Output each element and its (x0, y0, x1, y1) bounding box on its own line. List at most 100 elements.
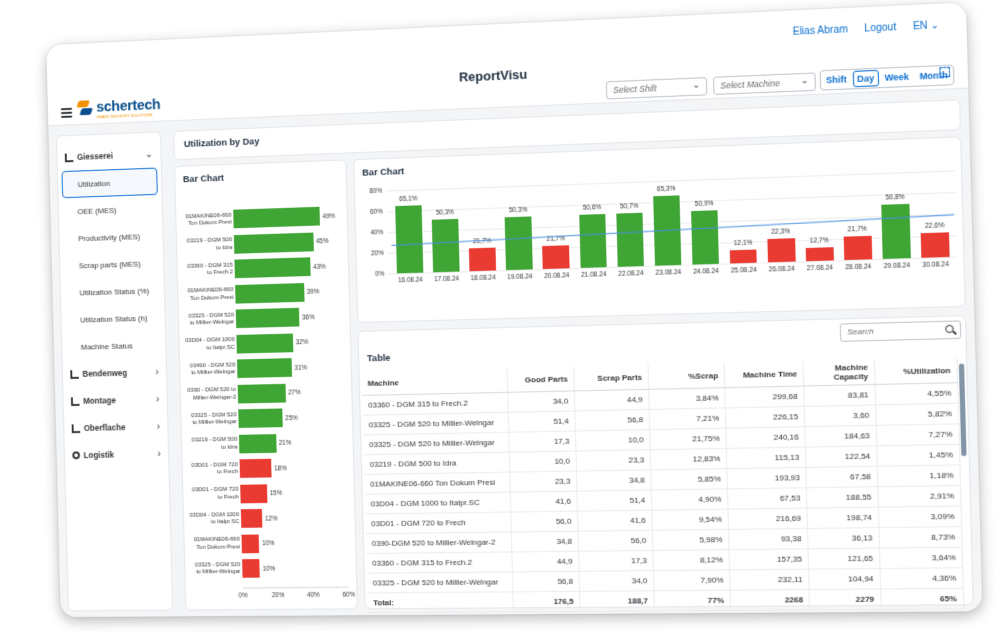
bar-row: 03D04 - DGM 1000 to Italpr.SC 32% (183, 330, 348, 357)
vertical-bar-chart: 0% 20% 40% 60% 80% 65,1% 16.08.24 50,3% 17.08.24… (359, 162, 963, 320)
table-cell: 121,65 (808, 548, 880, 569)
table-cell: 03325 - DGM 520 to Millier-Welngar (367, 572, 513, 593)
logo-subtext: SMART INDUSTRY SOLUTIONS (97, 112, 153, 119)
column-header[interactable]: %Scrap (648, 363, 725, 389)
sidebar-group-logistik[interactable]: Logistik › (65, 440, 169, 469)
table-cell: 51,4 (577, 490, 652, 511)
bar-value-label: 45% (316, 237, 329, 244)
column-header[interactable]: Machine Capacity (803, 359, 875, 386)
table-cell: 23,3 (576, 450, 651, 471)
sidebar-nav: Giesserei ⌄ Utilization OEE (MES) Productivi… (56, 131, 173, 611)
language-select[interactable]: EN ⌄ (913, 20, 940, 32)
table-cell: 21,75% (650, 428, 727, 450)
chevron-right-icon: › (157, 421, 160, 432)
table-cell: 67,53 (728, 488, 808, 509)
horizontal-bar-chart: 01MAKINE06-660 Ton Dokum Presi 49% 03219 -… (175, 160, 345, 166)
bar[interactable] (236, 308, 300, 328)
table-cell: 232,11 (730, 569, 810, 590)
table-scrollbar[interactable] (959, 364, 967, 457)
bar[interactable] (239, 434, 276, 453)
bar-value-label: 43% (313, 263, 326, 270)
chevron-right-icon: › (155, 367, 158, 378)
column-header[interactable]: %Utilization (875, 358, 958, 385)
bar[interactable] (238, 408, 282, 428)
fullscreen-icon[interactable] (939, 67, 950, 78)
sidebar-group-label: Oberflache (84, 422, 126, 433)
table-cell: 34,8 (577, 470, 652, 491)
table-total-row: Total: 176,5 188,7 77% 2268 2279 65% (367, 588, 964, 612)
bar[interactable] (236, 333, 293, 353)
bar-category-label: 03219 - DGM 500 to Idra (181, 237, 233, 253)
bar[interactable] (241, 534, 259, 553)
table-cell: 03D04 - DGM 1000 to Italpr.SC (365, 492, 511, 514)
trend-line-path (391, 215, 954, 246)
bar-value-label: 15% (269, 490, 282, 497)
search-placeholder: Search (847, 327, 874, 337)
table-cell: 03325 - DGM 520 to Millier-Welngar (363, 432, 509, 454)
total-cell: 65% (881, 588, 964, 609)
sidebar-group-label: Logistik (83, 450, 114, 460)
sidebar-group-oberflache[interactable]: Oberflache › (64, 413, 168, 442)
sidebar-group-montage[interactable]: Montage › (63, 386, 167, 415)
sidebar-item-oee-mes[interactable]: OEE (MES) (58, 195, 162, 226)
table-cell: 104,94 (809, 569, 881, 590)
bar-category-label: 03325 - DGM 520 to Millier-Welngar (183, 312, 235, 328)
sidebar-item-productivity-mes[interactable]: Productivity (MES) (59, 222, 163, 253)
sidebar-item-utilization-status[interactable]: Utilization Status (%) (61, 276, 165, 306)
sidebar-group-bendenweg[interactable]: Bendenweg › (63, 358, 167, 388)
table-cell: 7,21% (649, 408, 726, 430)
table-cell: 115,13 (727, 447, 807, 469)
period-week-button[interactable]: Week (880, 68, 913, 86)
total-cell: Total: (367, 592, 513, 613)
bar[interactable] (237, 358, 292, 378)
bar[interactable] (241, 509, 263, 528)
bar-value-label: 39% (307, 288, 320, 295)
bar[interactable] (234, 257, 310, 278)
shift-select[interactable]: Select Shift ⌄ (606, 77, 708, 99)
table-cell: 56,8 (513, 571, 580, 592)
logout-link[interactable]: Logout (864, 22, 896, 35)
bar-value-label: 18% (274, 464, 287, 471)
bar-row: 01MAKINE06-660 Ton Dokum Presi 39% (182, 279, 347, 306)
bar[interactable] (233, 207, 320, 229)
column-header[interactable]: Good Parts (507, 366, 574, 392)
chevron-right-icon: › (156, 394, 159, 405)
sidebar-item-machine-status[interactable]: Machine Status (62, 331, 166, 361)
period-shift-button[interactable]: Shift (822, 71, 851, 89)
sidebar-item-scrap-parts-mes[interactable]: Scrap parts (MES) (60, 249, 164, 279)
table-cell: 184,63 (805, 425, 877, 447)
user-name-link[interactable]: Elias Abram (793, 24, 848, 38)
hamburger-menu-icon[interactable] (61, 108, 72, 118)
bar[interactable] (235, 283, 304, 304)
bar-row: 01MAKINE06-660 Ton Dokum Presi 10% (188, 531, 353, 555)
bar[interactable] (242, 559, 260, 578)
table-cell: 17,3 (579, 550, 654, 571)
search-input[interactable]: Search (840, 320, 962, 341)
column-header[interactable]: Machine (361, 368, 507, 396)
table-cell: 34,8 (512, 531, 579, 552)
bar-row: 03D01 - DGM 720 to Frech 18% (186, 455, 351, 480)
table-cell: 8,73% (879, 527, 962, 548)
period-day-button[interactable]: Day (853, 70, 879, 87)
machine-select[interactable]: Select Machine ⌄ (713, 72, 816, 95)
total-cell: 77% (654, 590, 731, 611)
table-cell: 56,0 (511, 511, 578, 532)
sidebar-item-utilization[interactable]: Utilization (62, 168, 158, 199)
bar[interactable] (240, 459, 272, 478)
bar-value-label: 31% (294, 364, 307, 371)
column-header[interactable]: Scrap Parts (574, 365, 649, 391)
bar[interactable] (240, 484, 267, 503)
bar-row: 03219 - DGM 500 to Idra 45% (181, 229, 346, 257)
table-cell: 7,27% (876, 424, 959, 446)
chevron-down-icon: ⌄ (145, 149, 153, 160)
bar[interactable] (238, 383, 286, 403)
table-cell: 56,0 (578, 530, 653, 551)
sidebar-group-giesserei[interactable]: Giesserei ⌄ (57, 140, 161, 171)
search-icon[interactable] (945, 325, 954, 333)
table-cell: 51,4 (508, 411, 575, 432)
bar-category-label: 03325 - DGM 520 to Millier-Welngar (185, 411, 237, 427)
column-header[interactable]: Machine Time (724, 361, 804, 388)
bar-value-label: 21% (279, 439, 292, 446)
bar[interactable] (234, 232, 314, 253)
sidebar-item-utilization-status-h[interactable]: Utilization Status (h) (61, 304, 165, 334)
